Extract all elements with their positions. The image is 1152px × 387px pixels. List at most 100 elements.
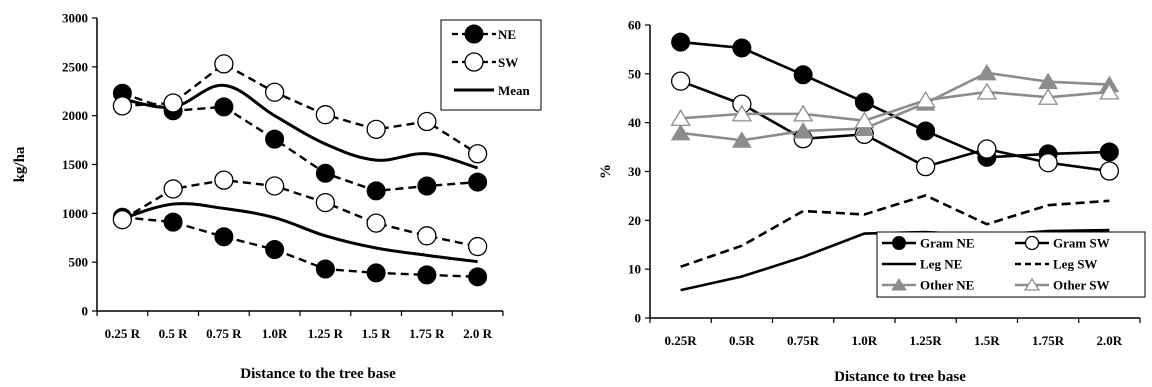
right-chart-x-label: Distance to tree base xyxy=(834,369,966,385)
right-chart-x-tick-label: 2.0R xyxy=(1097,333,1123,348)
right-series-other-ne-point xyxy=(793,121,814,139)
left-chart-legend: NE SW Mean xyxy=(440,19,542,111)
left-chart-x-tick-label: 1.25 R xyxy=(308,326,344,341)
right-chart-x-tick-label: 0.25R xyxy=(665,333,698,348)
left-series-ne-lower-point xyxy=(417,265,437,285)
right-chart-x-tick-label: 0.75R xyxy=(787,333,820,348)
left-series-sw-lower-point xyxy=(264,176,285,196)
left-series-sw-lower-point xyxy=(467,236,488,257)
right-series-other-sw-point xyxy=(1037,88,1059,105)
left-chart-x-tick-label: 2.0 R xyxy=(463,326,493,341)
right-series-gram-ne-point xyxy=(854,92,874,112)
right-series-other-ne-point xyxy=(976,63,997,81)
right-series-gram-sw-point xyxy=(977,139,997,159)
left-series-ne-upper-point xyxy=(417,176,437,196)
right-series-other-sw-point xyxy=(1099,82,1120,100)
right-series-gram-ne-point xyxy=(916,121,936,141)
left-chart-y-tick-label: 1500 xyxy=(62,157,88,172)
right-chart-y-tick-label: 30 xyxy=(628,164,641,179)
right-chart-y-tick-label: 60 xyxy=(628,18,641,33)
right-series-other-sw-point xyxy=(915,90,936,108)
right-legend-leg-ne-label: Leg NE xyxy=(920,257,962,272)
right-chart-y-label: % xyxy=(598,164,614,179)
right-series-gram-sw-point xyxy=(670,71,691,91)
left-legend-ne-label: NE xyxy=(498,27,516,42)
left-series-ne-upper-point xyxy=(366,181,386,201)
left-series-ne-lower-point xyxy=(214,227,234,247)
left-chart-y-tick-label: 2000 xyxy=(62,108,88,123)
right-series-gram-sw-point xyxy=(915,156,936,177)
left-chart-x-tick-label: 0.25 R xyxy=(105,326,141,341)
right-legend-other-sw-marker xyxy=(1023,277,1041,291)
right-legend-box xyxy=(876,231,1146,298)
right-chart-x-tick-label: 1.5R xyxy=(974,333,1000,348)
right-chart-legend: Gram NE Gram SW Leg NE Leg SW Other NE Other … xyxy=(876,231,1146,298)
left-legend-ne-marker xyxy=(464,24,484,44)
left-chart-x-tick-label: 1.0R xyxy=(262,326,288,341)
left-chart-y-label: kg/ha xyxy=(12,146,28,182)
left-series-sw-upper-point xyxy=(417,111,437,132)
right-chart-x-tick-label: 1.0R xyxy=(852,333,878,348)
left-series-sw-upper-line xyxy=(122,62,479,155)
right-series-gram-sw-point xyxy=(1038,153,1058,173)
left-series-sw-lower-point xyxy=(315,192,336,213)
right-series-gram-ne-point xyxy=(1099,142,1119,162)
right-series-gram-sw-point xyxy=(1099,161,1120,181)
left-series-ne-lower-point xyxy=(265,239,285,259)
right-chart-y-tick-label: 50 xyxy=(628,66,641,81)
left-chart-x-tick-label: 1.75 R xyxy=(409,326,445,341)
right-series-gram-ne-point xyxy=(732,38,752,58)
left-legend-sw-marker xyxy=(464,52,484,72)
left-chart-x-tick-label: 1.5 R xyxy=(362,326,392,341)
left-series-sw-lower-point xyxy=(214,170,234,190)
left-chart-x-tick-label: 0.5 R xyxy=(159,326,189,341)
right-series-other-sw-point xyxy=(976,82,998,100)
right-series-other-sw-line xyxy=(680,90,1110,123)
right-legend-other-ne-marker xyxy=(891,278,907,291)
left-series-ne-lower-point xyxy=(468,267,488,287)
right-series-leg-sw-line xyxy=(680,194,1110,268)
left-series-sw-upper-point xyxy=(264,82,285,102)
right-series-gram-ne-point xyxy=(671,32,691,52)
left-series-sw-lower-point xyxy=(366,213,386,233)
right-chart-y-tick-label: 10 xyxy=(628,262,641,277)
left-series-ne-lower-point xyxy=(315,259,335,279)
right-series-other-sw-point xyxy=(731,104,753,122)
left-chart-y-tick-label: 0 xyxy=(82,304,89,319)
right-legend-gram-sw-marker xyxy=(1024,235,1040,251)
left-chart-y-tick-label: 1000 xyxy=(62,206,88,221)
left-series-sw-upper-point xyxy=(112,96,133,116)
right-series-other-sw-point xyxy=(670,109,691,126)
left-series-ne-upper-line xyxy=(121,92,478,193)
chart-left: 0 500 1000 1500 2000 2500 3000 0.25 R 0.5 R 0.75 … xyxy=(12,11,542,382)
right-chart-y-tick-label: 0 xyxy=(635,311,642,326)
left-series-ne-upper-point xyxy=(265,129,285,149)
left-chart-y-tick-label: 3000 xyxy=(62,11,88,26)
left-series-ne-upper-point xyxy=(214,97,234,117)
left-series-sw-upper-point xyxy=(366,119,386,139)
left-series-ne-upper-point xyxy=(315,163,335,183)
left-series-sw-lower-point xyxy=(417,226,437,246)
right-chart-x-tick-label: 1.25R xyxy=(910,333,943,348)
right-chart-y-tick-label: 40 xyxy=(628,115,641,130)
right-chart-x-tick-label: 0.5R xyxy=(729,333,755,348)
left-series-ne-upper-point xyxy=(468,172,488,192)
left-series-sw-upper-point xyxy=(163,93,183,113)
right-series-other-sw-point xyxy=(854,111,875,129)
right-series-gram-ne-point xyxy=(793,65,813,85)
right-chart-y-tick-label: 20 xyxy=(628,213,641,228)
right-legend-gram-sw-label: Gram SW xyxy=(1053,236,1110,251)
left-series-sw-lower-point xyxy=(163,179,183,199)
right-legend-leg-sw-label: Leg SW xyxy=(1053,257,1097,272)
left-chart-x-tick-label: 0.75 R xyxy=(206,326,242,341)
right-legend-other-ne-label: Other NE xyxy=(920,278,974,293)
right-series-other-sw-point xyxy=(792,104,814,122)
right-series-other-ne-point xyxy=(731,131,752,148)
right-series-gram-sw-line xyxy=(680,79,1110,173)
left-series-ne-lower-point xyxy=(366,263,386,283)
left-series-ne-lower-point xyxy=(163,212,183,232)
right-legend-other-sw-label: Other SW xyxy=(1053,278,1109,293)
left-chart-y-tick-label: 2500 xyxy=(62,59,88,74)
left-chart-y-tick-label: 500 xyxy=(69,255,89,270)
